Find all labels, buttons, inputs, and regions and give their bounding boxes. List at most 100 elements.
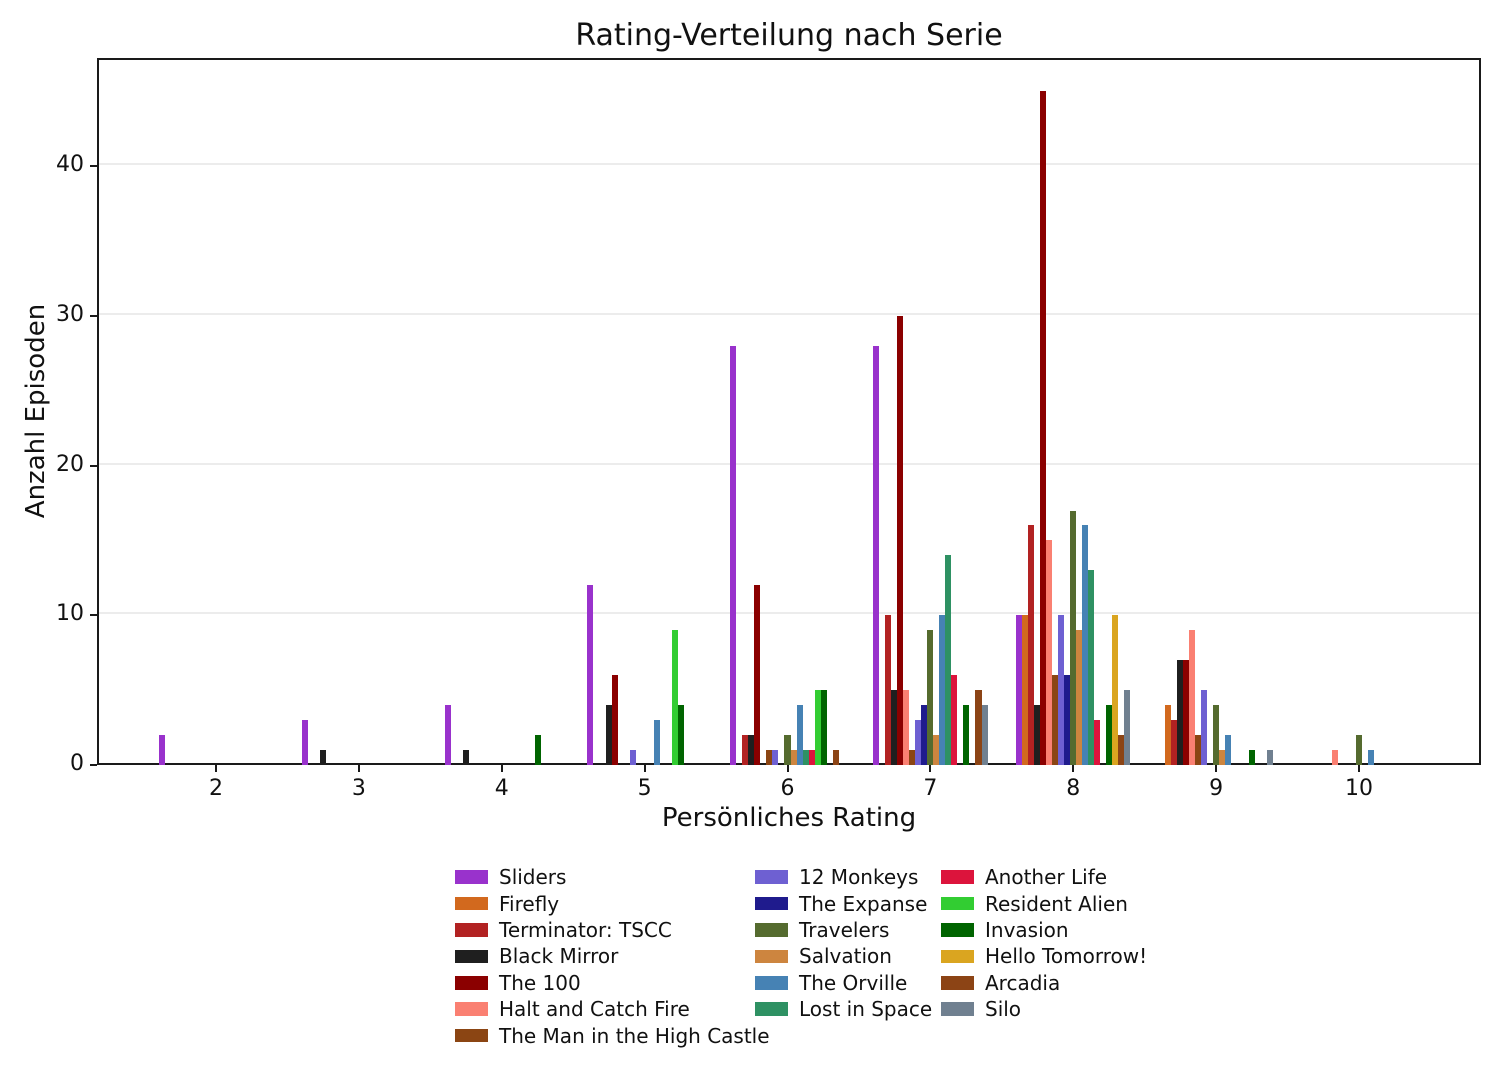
y-tick-mark-30 — [90, 314, 97, 317]
bar-the-expanse-rating-8 — [1064, 675, 1071, 765]
legend-item-silo: Silo — [941, 996, 1147, 1022]
y-tick-label-20: 20 — [56, 451, 84, 477]
legend-label: Another Life — [985, 865, 1108, 890]
bar-terminator-tscc-rating-6 — [742, 735, 749, 765]
bar-sliders-rating-5 — [587, 585, 594, 765]
bar-12-monkeys-rating-7 — [915, 720, 922, 765]
legend-label: 12 Monkeys — [799, 865, 919, 890]
y-tick-mark-0 — [90, 764, 97, 766]
bar-arcadia-rating-6 — [832, 750, 839, 765]
legend-label: Invasion — [985, 917, 1069, 942]
legend-swatch-icon — [755, 949, 788, 964]
bar-terminator-tscc-rating-9 — [1171, 720, 1178, 765]
bar-invasion-rating-9 — [1249, 750, 1256, 765]
y-tick-mark-10 — [90, 614, 97, 617]
x-tick-label-6: 6 — [780, 776, 795, 801]
bar-12-monkeys-rating-9 — [1201, 690, 1208, 765]
legend-label: Salvation — [799, 944, 892, 969]
legend-label: Halt and Catch Fire — [499, 997, 690, 1022]
bar-the-100-rating-6 — [754, 585, 761, 765]
legend-item-firefly: Firefly — [455, 890, 770, 916]
legend-item-salvation: Salvation — [755, 943, 932, 969]
bar-black-mirror-rating-8 — [1034, 705, 1041, 765]
bar-firefly-rating-9 — [1164, 705, 1171, 765]
bar-the-man-in-the-high-castle-rating-9 — [1195, 735, 1202, 765]
bar-the-orville-rating-8 — [1082, 525, 1089, 765]
gridline-y10 — [99, 612, 1479, 615]
x-axis-label: Persönliches Rating — [661, 803, 917, 833]
bar-travelers-rating-10 — [1355, 735, 1362, 765]
bar-firefly-rating-8 — [1022, 615, 1029, 765]
x-tick-mark-4 — [500, 765, 503, 772]
legend-swatch-icon — [455, 923, 488, 937]
legend-swatch-icon — [941, 1002, 974, 1016]
bar-another-life-rating-6 — [808, 750, 815, 765]
bar-salvation-rating-8 — [1076, 630, 1083, 765]
bar-black-mirror-rating-3 — [319, 750, 326, 765]
legend-swatch-icon — [455, 870, 488, 884]
bar-travelers-rating-9 — [1213, 705, 1220, 765]
bar-black-mirror-rating-4 — [462, 750, 469, 765]
bar-the-100-rating-7 — [897, 315, 904, 765]
legend-label: Resident Alien — [985, 891, 1128, 916]
legend-label: Lost in Space — [799, 997, 933, 1022]
legend-item-sliders: Sliders — [455, 864, 770, 890]
bar-resident-alien-rating-6 — [814, 690, 821, 765]
legend-swatch-icon — [755, 976, 788, 990]
legend-label: The 100 — [499, 970, 581, 995]
y-tick-mark-20 — [90, 464, 97, 467]
legend-swatch-icon — [755, 896, 788, 911]
legend-swatch-icon — [455, 1002, 488, 1016]
bar-black-mirror-rating-9 — [1177, 660, 1184, 765]
x-tick-label-4: 4 — [494, 776, 509, 801]
legend-item-halt-and-catch-fire: Halt and Catch Fire — [455, 996, 770, 1022]
bar-invasion-rating-4 — [534, 735, 541, 765]
bar-the-100-rating-5 — [611, 675, 618, 765]
legend-item-12-monkeys: 12 Monkeys — [755, 864, 932, 890]
legend-label: The Expanse — [799, 891, 928, 916]
x-tick-mark-2 — [215, 765, 217, 772]
bar-black-mirror-rating-7 — [891, 690, 898, 765]
bar-travelers-rating-8 — [1070, 510, 1077, 765]
bar-another-life-rating-7 — [951, 675, 958, 765]
legend-swatch-icon — [455, 896, 488, 911]
bar-the-orville-rating-10 — [1368, 750, 1375, 765]
bar-lost-in-space-rating-8 — [1088, 570, 1095, 765]
legend-swatch-icon — [455, 1028, 488, 1043]
x-tick-mark-10 — [1358, 765, 1360, 772]
bar-sliders-rating-2 — [158, 735, 165, 765]
legend-swatch-icon — [941, 923, 974, 937]
bar-12-monkeys-rating-5 — [629, 750, 636, 765]
plot-area — [97, 58, 1481, 765]
bar-black-mirror-rating-5 — [605, 705, 612, 765]
bar-halt-and-catch-fire-rating-10 — [1331, 750, 1338, 765]
bar-another-life-rating-8 — [1094, 720, 1101, 765]
bar-the-100-rating-9 — [1183, 660, 1190, 765]
bar-silo-rating-9 — [1267, 750, 1274, 765]
x-tick-mark-5 — [643, 765, 646, 772]
bar-salvation-rating-9 — [1219, 750, 1226, 765]
x-tick-label-8: 8 — [1066, 776, 1081, 801]
bar-black-mirror-rating-6 — [748, 735, 755, 765]
bar-the-man-in-the-high-castle-rating-8 — [1052, 675, 1059, 765]
legend-swatch-icon — [755, 923, 788, 937]
legend-column-3: Another Life Resident Alien Invasion Hello … — [941, 864, 1147, 1022]
legend-swatch-icon — [941, 949, 974, 964]
bar-travelers-rating-6 — [784, 735, 791, 765]
gridline-y30 — [99, 312, 1479, 315]
bar-the-orville-rating-6 — [796, 705, 803, 765]
bar-arcadia-rating-7 — [975, 690, 982, 765]
x-tick-label-9: 9 — [1209, 776, 1224, 801]
legend-column-1: Sliders Firefly Terminator: TSCC Black Mirr… — [455, 864, 770, 1049]
bar-travelers-rating-7 — [927, 630, 934, 765]
bar-invasion-rating-8 — [1106, 705, 1113, 765]
legend-item-the-expanse: The Expanse — [755, 890, 932, 916]
x-tick-label-10: 10 — [1345, 776, 1373, 801]
y-tick-label-40: 40 — [56, 152, 84, 178]
x-tick-mark-3 — [357, 765, 360, 772]
bar-sliders-rating-7 — [873, 345, 880, 765]
bar-resident-alien-rating-5 — [671, 630, 678, 765]
bar-sliders-rating-6 — [730, 345, 737, 765]
legend-swatch-icon — [755, 1002, 788, 1016]
legend-swatch-icon — [455, 976, 488, 990]
